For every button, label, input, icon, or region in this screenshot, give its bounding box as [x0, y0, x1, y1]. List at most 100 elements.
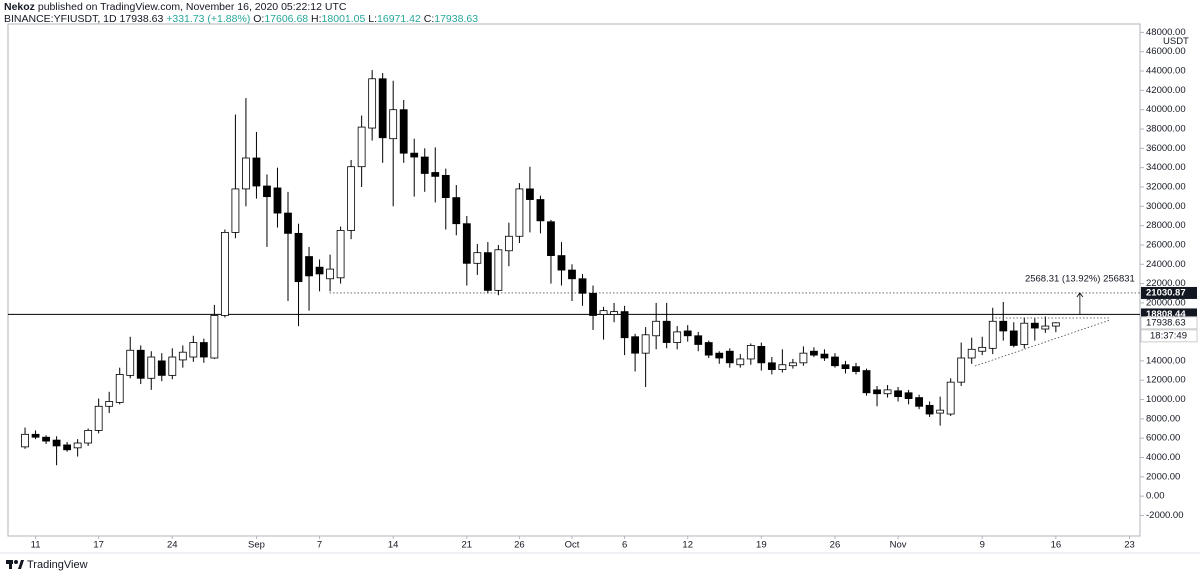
- x-tick-label: 14: [388, 540, 399, 551]
- close-label: C:: [424, 13, 435, 25]
- candle-body: [1051, 322, 1060, 327]
- candle-body: [662, 320, 671, 343]
- candle-body: [273, 187, 282, 214]
- x-tick-label: 12: [682, 540, 693, 551]
- candle-body: [999, 320, 1008, 332]
- candle-body: [557, 255, 566, 271]
- candle-body: [936, 409, 945, 414]
- price-label: 21030.87: [1146, 287, 1186, 298]
- candle-body: [242, 157, 250, 190]
- trendline: [974, 319, 1111, 367]
- high-label: H:: [311, 13, 322, 25]
- candle-body: [704, 342, 713, 356]
- candle-body: [315, 266, 324, 275]
- x-tick-label: 19: [756, 540, 767, 551]
- candle-body: [589, 292, 597, 316]
- candle-body: [347, 166, 356, 231]
- price-label-box: [1141, 286, 1197, 299]
- candle-body: [925, 404, 934, 415]
- y-tick-label: 40000.00: [1146, 104, 1186, 115]
- candle-body: [873, 389, 881, 395]
- candle-body: [967, 348, 976, 359]
- candle-body: [852, 366, 860, 372]
- change: +331.73 (+1.88%): [166, 13, 250, 25]
- measure-label: 2568.31 (13.92%) 256831: [1025, 273, 1135, 284]
- y-tick-label: 24000.00: [1146, 259, 1186, 270]
- candle-body: [715, 352, 724, 359]
- candle-body: [431, 172, 440, 177]
- candle-body: [683, 330, 692, 337]
- candle-body: [494, 249, 503, 291]
- candle-body: [441, 174, 450, 199]
- candle-body: [725, 350, 734, 364]
- candle-body: [536, 199, 545, 222]
- logo-part: [9, 560, 12, 569]
- candle-body: [778, 364, 787, 370]
- candle-body: [767, 362, 776, 370]
- x-tick-label: 11: [31, 540, 41, 551]
- candle-body: [410, 152, 419, 158]
- candle-body: [1030, 322, 1039, 329]
- candle-body: [63, 444, 72, 451]
- candle-body: [452, 197, 461, 225]
- y-tick-label: 20000.00: [1146, 297, 1186, 308]
- x-tick-label: 16: [1051, 540, 1062, 551]
- candle-body: [84, 430, 93, 444]
- measure-arrowhead: [1076, 292, 1084, 298]
- candle-body: [504, 235, 513, 252]
- x-tick-label: Nov: [890, 540, 907, 551]
- open-label: O:: [253, 13, 264, 25]
- y-tick-label: 46000.00: [1146, 46, 1186, 57]
- candle-body: [199, 342, 208, 358]
- candle-body: [231, 188, 240, 233]
- candle-body: [673, 331, 682, 343]
- candle-body: [157, 360, 166, 376]
- candle-body: [483, 252, 492, 291]
- candle-body: [399, 109, 408, 154]
- candle-body: [473, 252, 482, 264]
- logo-part: [14, 560, 18, 564]
- candle-body: [904, 392, 913, 399]
- candle-body: [757, 345, 766, 364]
- candle-body: [810, 350, 818, 356]
- candle-body: [168, 356, 177, 376]
- candle-body: [894, 390, 902, 398]
- x-tick-label: 9: [980, 540, 985, 551]
- candle-body: [378, 78, 387, 139]
- candle-body: [284, 212, 292, 234]
- candle-body: [305, 256, 313, 277]
- candle-body: [620, 311, 629, 339]
- candle-body: [357, 126, 366, 168]
- candle-body: [978, 346, 987, 352]
- x-tick-label: Oct: [565, 540, 580, 551]
- candle-body: [820, 353, 829, 359]
- symbol-line: BINANCE:YFIUSDT, 1D 17938.63 +331.73 (+1…: [4, 13, 478, 25]
- candle-body: [42, 436, 50, 442]
- candle-body: [957, 357, 966, 383]
- last-price: 17938.63: [120, 13, 164, 25]
- candle-body: [652, 320, 661, 337]
- candle-body: [294, 232, 303, 283]
- y-tick-label: 22000.00: [1146, 278, 1186, 289]
- candle-body: [126, 349, 135, 376]
- author: Nekoz: [4, 1, 35, 13]
- y-tick-label: 14000.00: [1146, 355, 1186, 366]
- x-tick-label: 17: [93, 540, 104, 551]
- y-tick-label: 48000.00: [1146, 27, 1186, 38]
- candle-body: [694, 335, 703, 345]
- logo-part: [18, 560, 24, 569]
- y-tick-label: 34000.00: [1146, 162, 1186, 173]
- x-tick-label: 24: [167, 540, 178, 551]
- y-tick-label: 28000.00: [1146, 220, 1186, 231]
- countdown: 18:37:49: [1150, 330, 1187, 341]
- y-tick-label: 10000.00: [1146, 394, 1186, 405]
- y-tick-label: 42000.00: [1146, 85, 1186, 96]
- candle-body: [115, 374, 124, 403]
- candle-body: [1041, 325, 1050, 330]
- brand: TradingView: [27, 559, 88, 571]
- candle-body: [31, 433, 40, 438]
- y-tick-label: 44000.00: [1146, 66, 1186, 77]
- candle-body: [462, 223, 471, 264]
